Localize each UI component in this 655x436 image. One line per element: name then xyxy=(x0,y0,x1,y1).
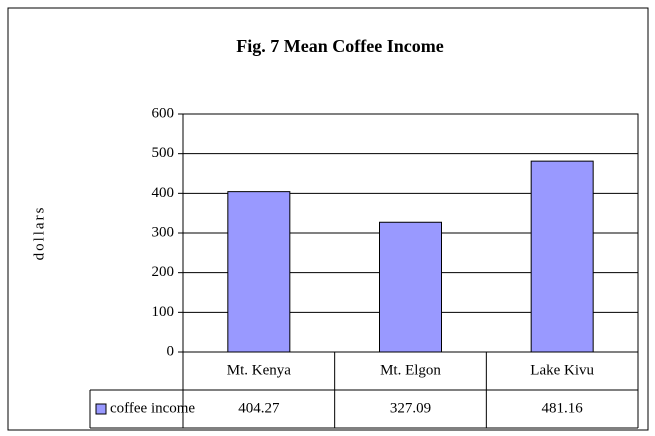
bar xyxy=(227,191,291,353)
bar xyxy=(530,160,594,353)
x-tick-label: Mt. Elgon xyxy=(380,362,441,378)
y-tick-label: 400 xyxy=(152,185,175,201)
y-tick-label: 0 xyxy=(167,343,175,359)
y-tick-label: 500 xyxy=(152,145,175,161)
x-tick-label: Lake Kivu xyxy=(530,362,594,378)
x-tick-label: Mt. Kenya xyxy=(227,362,291,378)
bar xyxy=(379,221,442,353)
y-tick-label: 600 xyxy=(152,105,175,121)
y-axis-label: dollars xyxy=(31,206,47,261)
y-tick-label: 300 xyxy=(152,224,175,240)
chart-title: Fig. 7 Mean Coffee Income xyxy=(236,36,443,56)
y-tick-label: 100 xyxy=(152,304,175,320)
table-value: 481.16 xyxy=(542,400,584,416)
legend-key xyxy=(95,403,107,415)
table-value: 404.27 xyxy=(238,400,280,416)
legend-label: coffee income xyxy=(110,400,195,416)
table-value: 327.09 xyxy=(390,400,431,416)
y-tick-label: 200 xyxy=(152,264,175,280)
